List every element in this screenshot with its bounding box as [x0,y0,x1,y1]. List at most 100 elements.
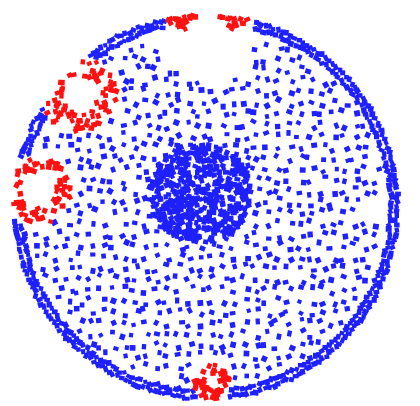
blue-particle [275,67,282,75]
blue-particle [319,308,327,316]
blue-particle [263,378,271,386]
blue-particle [319,51,325,58]
blue-particle [371,231,378,238]
blue-particle [101,306,108,312]
blue-particle [308,88,314,95]
blue-particle [296,54,303,61]
blue-particle [200,157,208,165]
blue-particle [292,374,299,379]
blue-particle [276,166,283,174]
blue-particle [254,363,260,369]
blue-particle [361,179,369,187]
blue-particle [253,132,259,138]
blue-particle [121,185,128,192]
blue-particle [212,349,219,356]
blue-particle [32,231,39,238]
red-particle [54,90,60,96]
blue-particle [372,223,380,230]
blue-particle [229,195,236,203]
blue-particle [140,43,145,49]
blue-particle [156,135,164,143]
blue-particle [68,257,74,263]
blue-particle [162,109,168,116]
blue-particle [90,252,96,257]
blue-particle [310,360,318,368]
blue-particle [107,55,115,62]
blue-particle [296,190,303,196]
blue-particle [256,26,262,33]
red-particle [50,207,58,215]
blue-particle [283,29,289,36]
blue-particle [237,205,244,212]
blue-particle [264,113,270,120]
blue-particle [286,207,294,215]
blue-particle [175,344,182,352]
blue-particle [352,295,358,301]
blue-particle [272,255,281,264]
blue-particle [355,274,363,281]
blue-particle [176,189,182,195]
blue-particle [300,279,307,286]
blue-particle [385,239,391,246]
red-particle [229,24,236,32]
blue-particle [264,120,270,127]
blue-particle [97,265,104,273]
red-particle [95,120,103,127]
blue-particle [264,328,270,335]
blue-particle [271,346,278,352]
blue-particle [166,257,173,264]
blue-particle [387,208,394,215]
blue-particle [263,22,269,29]
blue-particle [198,142,206,150]
blue-particle [154,92,161,99]
blue-particle [379,261,385,268]
blue-particle [363,246,370,253]
blue-particle [165,91,172,98]
blue-particle [90,359,98,365]
blue-particle [84,286,91,292]
blue-particle [153,331,161,337]
blue-particle [375,122,382,129]
blue-particle [26,256,33,263]
red-particle [212,362,218,368]
blue-particle [128,154,135,161]
blue-particle [330,80,338,87]
blue-particle [140,255,147,263]
blue-particle [322,174,329,179]
blue-particle [316,111,322,118]
red-particle [93,99,100,107]
red-particle [191,377,199,386]
blue-particle [271,382,279,391]
red-particle [225,16,230,22]
blue-particle [75,274,82,282]
blue-particle [277,373,284,380]
blue-particle [87,52,93,59]
blue-particle [320,157,327,163]
blue-particle [163,181,170,189]
blue-particle [337,106,345,114]
red-particle [54,184,60,190]
blue-particle [206,253,213,259]
blue-particle [337,319,344,326]
blue-particle [160,17,168,25]
blue-particle [175,222,181,228]
blue-particle [234,125,240,131]
blue-particle [55,294,62,300]
blue-particle [289,220,296,226]
blue-particle [371,296,377,303]
blue-particle [162,352,169,360]
blue-particle [240,362,248,370]
blue-particle [102,50,109,57]
blue-particle [149,185,156,192]
blue-particle [306,191,312,198]
blue-particle [339,208,347,215]
blue-particle [122,283,129,290]
blue-particle [177,306,183,312]
blue-particle [380,155,387,161]
blue-particle [143,22,150,29]
blue-particle [210,97,219,105]
blue-particle [147,132,153,138]
blue-particle [25,252,31,258]
blue-particle [38,285,44,292]
